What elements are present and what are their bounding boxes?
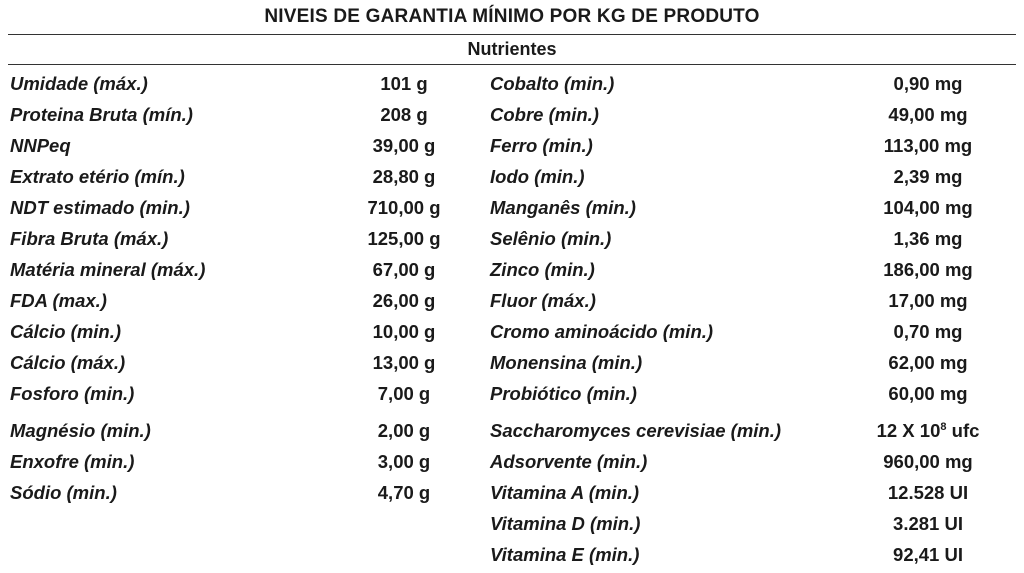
nutrient-value: 125,00 g xyxy=(367,228,441,249)
nutrient-value: 186,00 mg xyxy=(883,259,973,280)
nutrient-name: Fluor (máx.) xyxy=(490,290,596,311)
nutrient-value: 26,00 g xyxy=(372,290,436,311)
nutrient-name: Saccharomyces cerevisiae (min.) xyxy=(490,420,782,441)
nutrient-value: 67,00 g xyxy=(372,259,436,280)
nutrient-name: Adsorvente (min.) xyxy=(490,451,648,472)
nutrient-name: Cálcio (máx.) xyxy=(10,352,126,373)
nutrient-value: 2,00 g xyxy=(377,420,431,441)
value-base: 12 X 10 xyxy=(876,420,941,441)
nutrient-name: Extrato etério (mín.) xyxy=(10,166,185,187)
nutrient-value: 1,36 mg xyxy=(893,228,963,249)
nutrient-value: 60,00 mg xyxy=(888,383,968,404)
nutrient-name: Cobalto (min.) xyxy=(490,73,615,94)
nutrient-name: Fibra Bruta (máx.) xyxy=(10,228,169,249)
nutrient-name: FDA (max.) xyxy=(10,290,107,311)
nutrient-name: Selênio (min.) xyxy=(490,228,612,249)
nutrient-name: Vitamina E (min.) xyxy=(490,544,640,565)
nutrient-name: Enxofre (min.) xyxy=(10,451,135,472)
nutrient-name: Manganês (min.) xyxy=(490,197,636,218)
nutrient-name: Cálcio (min.) xyxy=(10,321,122,342)
nutrient-name: Probiótico (min.) xyxy=(490,383,637,404)
nutrient-name: Vitamina A (min.) xyxy=(490,482,640,503)
nutrient-value: 2,39 mg xyxy=(893,166,963,187)
nutrient-value: 92,41 UI xyxy=(893,544,963,565)
nutrient-value: 13,00 g xyxy=(372,352,436,373)
top-divider xyxy=(8,34,1016,35)
nutrient-value: 0,90 mg xyxy=(893,73,963,94)
value-exponent: 8 xyxy=(940,421,947,433)
nutrient-value: 10,00 g xyxy=(372,321,436,342)
nutrient-name: Cobre (min.) xyxy=(490,104,599,125)
nutrient-name: Cromo aminoácido (min.) xyxy=(490,321,714,342)
nutrient-value: 7,00 g xyxy=(377,383,431,404)
document-title: NIVEIS DE GARANTIA MÍNIMO POR KG DE PROD… xyxy=(264,6,760,27)
nutrient-value: 3,00 g xyxy=(377,451,431,472)
nutrient-name: NDT estimado (min.) xyxy=(10,197,190,218)
nutrient-value: 0,70 mg xyxy=(893,321,963,342)
nutrient-value: 101 g xyxy=(380,73,428,94)
nutrient-name: Zinco (min.) xyxy=(490,259,595,280)
nutrient-value: 710,00 g xyxy=(367,197,441,218)
nutrient-value: 113,00 mg xyxy=(883,135,973,156)
nutrient-value: 12 X 108 ufc xyxy=(858,417,998,445)
nutrient-value: 62,00 mg xyxy=(888,352,968,373)
value-unit: ufc xyxy=(946,420,980,441)
nutrient-name: Proteina Bruta (mín.) xyxy=(10,104,193,125)
nutrient-value: 12.528 UI xyxy=(887,482,969,503)
nutrient-name: Umidade (máx.) xyxy=(10,73,148,94)
nutrient-value: 17,00 mg xyxy=(888,290,968,311)
nutrient-name: Ferro (min.) xyxy=(490,135,593,156)
nutrient-value: 208 g xyxy=(380,104,428,125)
nutrient-name: Matéria mineral (máx.) xyxy=(10,259,206,280)
nutrient-value: 3.281 UI xyxy=(893,513,963,534)
section-title: Nutrientes xyxy=(467,39,557,59)
nutrient-name: Magnésio (min.) xyxy=(10,420,151,441)
nutrient-value: 49,00 mg xyxy=(888,104,968,125)
nutrient-value: 104,00 mg xyxy=(883,197,973,218)
nutrient-value: 960,00 mg xyxy=(883,451,973,472)
nutrient-name: Sódio (min.) xyxy=(10,482,117,503)
nutrient-value: 4,70 g xyxy=(377,482,431,503)
nutrient-name: Iodo (min.) xyxy=(490,166,585,187)
nutrient-value: 28,80 g xyxy=(372,166,436,187)
nutrient-value: 39,00 g xyxy=(372,135,436,156)
nutrient-name: Fosforo (min.) xyxy=(10,383,135,404)
nutrient-name: Vitamina D (min.) xyxy=(490,513,641,534)
section-divider xyxy=(8,64,1016,65)
nutrient-name: NNPeq xyxy=(10,135,71,156)
nutrient-name: Monensina (min.) xyxy=(490,352,643,373)
